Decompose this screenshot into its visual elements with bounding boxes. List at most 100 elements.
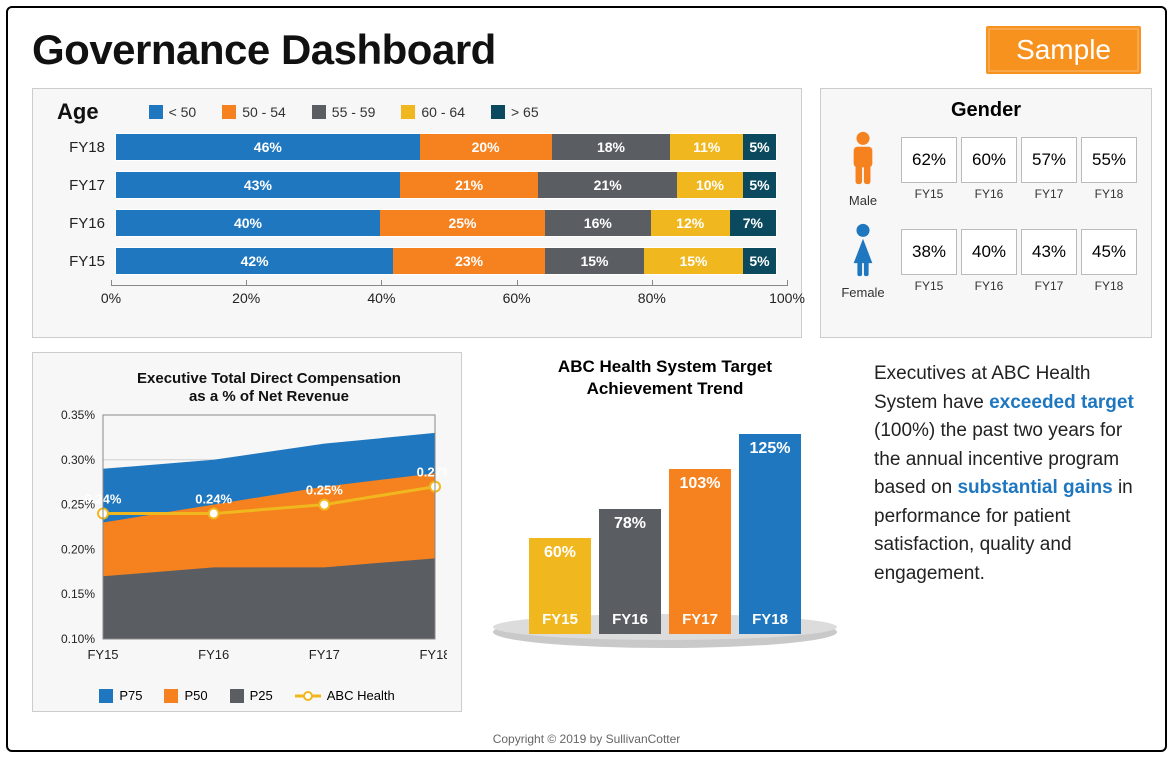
gender-male-row: Male 62%FY1560% FY16 57% FY17 55% FY18 <box>835 130 1137 208</box>
age-axis-tick: 20% <box>232 290 260 306</box>
sample-badge: Sample <box>986 26 1141 74</box>
svg-text:0.10%: 0.10% <box>61 632 95 646</box>
trend-value: 78% <box>599 515 661 533</box>
age-row: FY17 43%21%21%10%5% <box>51 171 777 199</box>
svg-text:0.27%: 0.27% <box>417 465 447 480</box>
age-segment: 43% <box>116 172 400 198</box>
age-bars: FY1846%20%18%11%5% FY17 43%21%21%10%5% FY16… <box>47 133 787 275</box>
trend-category: FY15 <box>529 611 591 628</box>
age-legend: < 5050 - 5455 - 5960 - 64> 65 <box>149 104 539 120</box>
gender-year: FY17 <box>1021 279 1077 293</box>
gender-panel: Gender Male 62%FY1560% FY16 57% FY17 55% FY18… <box>820 88 1152 338</box>
male-cells: 62%FY1560% FY16 57% FY17 55% FY18 <box>901 137 1137 201</box>
age-segment: 5% <box>743 134 776 160</box>
age-row-label: FY15 <box>51 253 105 270</box>
age-segment: 25% <box>380 210 545 236</box>
gender-cell: 40%FY16 <box>961 229 1017 293</box>
svg-text:FY18: FY18 <box>419 647 447 662</box>
narrative-highlight-2: substantial gains <box>957 477 1112 498</box>
age-row: FY1640%25%16%12%7% <box>51 209 777 237</box>
trend-bar: 125% FY18 <box>739 434 801 634</box>
header-row: Governance Dashboard Sample <box>32 26 1141 74</box>
gender-cell: 62%FY15 <box>901 137 957 201</box>
gender-year: FY18 <box>1081 187 1137 201</box>
compensation-chart: 0.10%0.15%0.20%0.25%0.30%0.35%FY15FY16FY… <box>47 367 447 667</box>
svg-text:as a % of Net Revenue: as a % of Net Revenue <box>189 388 349 405</box>
gender-cell: 45% FY18 <box>1081 229 1137 293</box>
svg-text:Executive Total Direct Compens: Executive Total Direct Compensation <box>137 370 401 387</box>
svg-text:FY15: FY15 <box>87 647 118 662</box>
age-segment: 15% <box>545 248 644 274</box>
gender-title: Gender <box>835 99 1137 122</box>
gender-year: FY16 <box>961 279 1017 293</box>
female-label: Female <box>835 285 891 300</box>
dashboard-frame: Governance Dashboard Sample Age < 50 50 -… <box>6 6 1167 752</box>
gender-value: 45% <box>1081 229 1137 275</box>
age-segment: 46% <box>116 134 420 160</box>
age-segment: 42% <box>116 248 393 274</box>
age-legend-item: 55 - 59 <box>312 104 376 120</box>
gender-value: 38% <box>901 229 957 275</box>
trend-category: FY16 <box>599 611 661 628</box>
age-row-label: FY17 <box>51 177 105 194</box>
svg-text:0.15%: 0.15% <box>61 587 95 601</box>
age-axis: 0%20%40%60%80%100% <box>111 285 787 309</box>
age-segment: 5% <box>743 172 776 198</box>
copyright: Copyright © 2019 by SullivanCotter <box>8 732 1165 746</box>
trend-category: FY18 <box>739 611 801 628</box>
age-segment: 40% <box>116 210 380 236</box>
page-title: Governance Dashboard <box>32 26 496 74</box>
svg-text:0.24%: 0.24% <box>195 492 232 507</box>
trend-value: 103% <box>669 475 731 493</box>
comp-legend-item: P50 <box>164 688 207 703</box>
gender-year: FY16 <box>961 187 1017 201</box>
svg-text:FY16: FY16 <box>198 647 229 662</box>
age-row: FY1846%20%18%11%5% <box>51 133 777 161</box>
age-segment: 5% <box>743 248 776 274</box>
gender-value: 55% <box>1081 137 1137 183</box>
gender-value: 60% <box>961 137 1017 183</box>
trend-title-line1: ABC Health System Target <box>558 357 772 376</box>
trend-bars: 60% FY15 78% FY16 103% FY17 125% FY18 <box>480 418 850 668</box>
age-legend-item: 50 - 54 <box>222 104 286 120</box>
age-bar: 42%23%15%15%5% <box>115 247 777 275</box>
svg-text:0.35%: 0.35% <box>61 408 95 422</box>
trend-value: 125% <box>739 440 801 458</box>
female-cells: 38%FY1540%FY1643%FY1745%FY18 <box>901 229 1137 293</box>
gender-cell: 55% FY18 <box>1081 137 1137 201</box>
gender-year: FY17 <box>1021 187 1077 201</box>
age-bar: 46%20%18%11%5% <box>115 133 777 161</box>
age-segment: 10% <box>677 172 743 198</box>
compensation-panel: 0.10%0.15%0.20%0.25%0.30%0.35%FY15FY16FY… <box>32 352 462 712</box>
svg-text:FY17: FY17 <box>309 647 340 662</box>
age-segment: 23% <box>393 248 545 274</box>
gender-female-row: Female 38%FY1540%FY1643%FY1745%FY18 <box>835 222 1137 300</box>
female-icon: Female <box>835 222 891 300</box>
gender-value: 57% <box>1021 137 1077 183</box>
age-legend-item: 60 - 64 <box>401 104 465 120</box>
trend-title-line2: Achievement Trend <box>587 379 744 398</box>
age-segment: 16% <box>545 210 651 236</box>
narrative-highlight-1: exceeded target <box>989 392 1134 413</box>
age-bar: 43%21%21%10%5% <box>115 171 777 199</box>
age-title: Age <box>57 99 99 125</box>
gender-year: FY18 <box>1081 279 1137 293</box>
trend-bar: 103% FY17 <box>669 469 731 634</box>
trend-bar: 60% FY15 <box>529 538 591 634</box>
male-label: Male <box>835 193 891 208</box>
trend-category: FY17 <box>669 611 731 628</box>
trend-value: 60% <box>529 544 591 562</box>
trend-title: ABC Health System Target Achievement Tre… <box>480 356 850 400</box>
narrative-text: Executives at ABC Health System have exc… <box>874 360 1135 588</box>
age-row: FY1542%23%15%15%5% <box>51 247 777 275</box>
age-segment: 20% <box>420 134 552 160</box>
age-axis-tick: 80% <box>638 290 666 306</box>
age-segment: 15% <box>644 248 743 274</box>
age-bar: 40%25%16%12%7% <box>115 209 777 237</box>
age-legend-item: < 50 <box>149 104 197 120</box>
gender-cell: 57% FY17 <box>1021 137 1077 201</box>
age-segment: 12% <box>651 210 730 236</box>
comp-legend-item: P75 <box>99 688 142 703</box>
trend-bar: 78% FY16 <box>599 509 661 634</box>
age-segment: 11% <box>670 134 743 160</box>
